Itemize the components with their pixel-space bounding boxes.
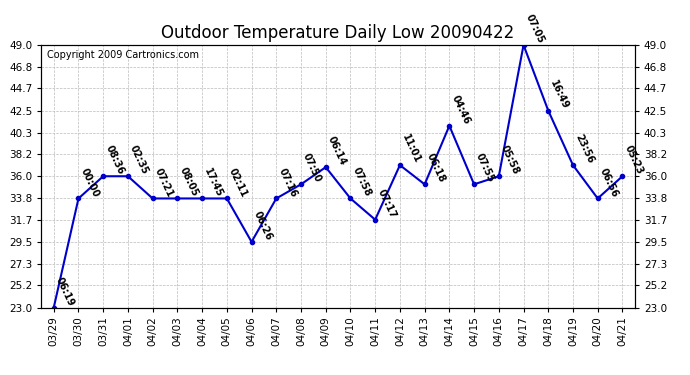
Text: 06:19: 06:19 bbox=[54, 275, 76, 308]
Text: 06:26: 06:26 bbox=[252, 210, 274, 242]
Text: 02:11: 02:11 bbox=[227, 166, 249, 198]
Text: 07:50: 07:50 bbox=[301, 152, 323, 184]
Text: 06:56: 06:56 bbox=[598, 166, 620, 198]
Text: 05:58: 05:58 bbox=[499, 144, 521, 176]
Text: 07:05: 07:05 bbox=[524, 13, 546, 45]
Text: 02:35: 02:35 bbox=[128, 144, 150, 176]
Text: 16:49: 16:49 bbox=[549, 78, 571, 111]
Text: 17:45: 17:45 bbox=[202, 166, 224, 198]
Text: 07:21: 07:21 bbox=[152, 166, 175, 198]
Title: Outdoor Temperature Daily Low 20090422: Outdoor Temperature Daily Low 20090422 bbox=[161, 24, 515, 42]
Text: 23:56: 23:56 bbox=[573, 133, 595, 165]
Text: 07:16: 07:16 bbox=[276, 166, 299, 198]
Text: 07:55: 07:55 bbox=[474, 152, 496, 184]
Text: 05:23: 05:23 bbox=[622, 144, 644, 176]
Text: 07:17: 07:17 bbox=[375, 188, 397, 220]
Text: 08:36: 08:36 bbox=[104, 144, 126, 176]
Text: Copyright 2009 Cartronics.com: Copyright 2009 Cartronics.com bbox=[48, 50, 199, 60]
Text: 06:14: 06:14 bbox=[326, 135, 348, 167]
Text: 06:18: 06:18 bbox=[424, 152, 447, 184]
Text: 11:01: 11:01 bbox=[400, 133, 422, 165]
Text: 04:46: 04:46 bbox=[449, 93, 471, 126]
Text: 08:05: 08:05 bbox=[177, 166, 199, 198]
Text: 07:58: 07:58 bbox=[351, 166, 373, 198]
Text: 00:00: 00:00 bbox=[79, 166, 101, 198]
